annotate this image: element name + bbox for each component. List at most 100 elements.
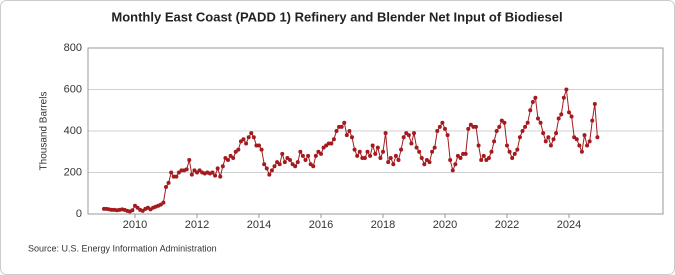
data-point [241, 137, 246, 142]
data-point [536, 116, 540, 121]
data-point [554, 131, 559, 136]
data-point [334, 129, 339, 133]
chart-title: Monthly East Coast (PADD 1) Refinery and… [111, 9, 562, 24]
data-point [463, 151, 468, 156]
data-point [486, 155, 491, 160]
data-point [350, 135, 354, 140]
data-point [579, 149, 584, 154]
x-tick-label: 2012 [185, 219, 209, 231]
data-point [269, 168, 274, 173]
data-point [595, 135, 600, 140]
data-point [494, 129, 499, 133]
data-point [492, 139, 497, 144]
data-point [187, 158, 192, 163]
data-point [246, 135, 251, 140]
data-point [525, 120, 530, 125]
data-point [406, 133, 411, 138]
data-point [288, 158, 292, 163]
data-point [342, 120, 347, 125]
data-point [443, 126, 447, 131]
data-point [378, 155, 383, 160]
data-point [130, 208, 135, 213]
data-point [437, 124, 442, 129]
data-point [476, 143, 481, 148]
data-point [344, 133, 349, 138]
data-point [489, 149, 494, 154]
x-tick-label: 2022 [495, 219, 519, 231]
data-point [435, 129, 440, 133]
data-point [383, 131, 388, 136]
data-point [373, 151, 378, 156]
y-axis-label: Thousand Barrels [39, 92, 50, 171]
data-point [370, 143, 375, 148]
data-point [548, 143, 553, 148]
x-tick-label: 2024 [557, 219, 581, 231]
data-point [249, 131, 254, 136]
data-point [569, 114, 574, 119]
data-point [347, 129, 352, 133]
data-point [313, 153, 318, 158]
data-point [592, 102, 597, 107]
data-point [262, 162, 267, 167]
data-point [567, 110, 571, 115]
y-tick-label: 0 [76, 208, 82, 220]
data-point [220, 164, 225, 169]
data-point [306, 153, 311, 158]
data-point [505, 143, 509, 148]
data-point [481, 153, 486, 158]
data-point [422, 162, 427, 167]
x-tick-label: 2016 [309, 219, 333, 231]
data-point [448, 158, 453, 163]
data-point [226, 158, 230, 163]
data-point [388, 155, 393, 160]
data-point [386, 160, 391, 165]
data-point [329, 141, 334, 146]
data-point [577, 143, 582, 148]
data-point [585, 143, 590, 148]
data-point [218, 174, 223, 179]
data-point [466, 126, 471, 131]
x-tick-label: 2010 [123, 219, 147, 231]
data-point [458, 155, 463, 160]
data-point [393, 153, 398, 158]
data-point [368, 153, 373, 158]
data-point [355, 153, 360, 158]
data-point [510, 155, 515, 160]
data-point [590, 118, 595, 123]
x-tick-label: 2018 [371, 219, 395, 231]
data-point [541, 131, 546, 136]
data-point [272, 164, 277, 169]
y-tick-label: 200 [64, 166, 82, 178]
data-point [331, 137, 336, 142]
data-point [231, 155, 236, 160]
data-point [236, 147, 241, 152]
data-point [357, 149, 362, 154]
data-point [300, 153, 305, 158]
data-point [184, 167, 189, 172]
data-point [497, 124, 502, 129]
data-point [213, 173, 218, 178]
data-point [210, 170, 215, 175]
data-point [551, 137, 556, 142]
y-tick-label: 600 [64, 83, 82, 95]
data-point [267, 172, 272, 177]
data-point [587, 139, 592, 144]
data-point [427, 160, 432, 165]
data-point [166, 180, 171, 185]
data-point [399, 147, 404, 152]
data-point [512, 151, 517, 156]
data-point [530, 99, 535, 104]
data-point [282, 160, 287, 165]
data-point [479, 158, 484, 163]
y-tick-label: 800 [64, 42, 82, 54]
data-point [293, 164, 298, 169]
plot-frame [87, 47, 664, 215]
data-point [339, 124, 344, 129]
data-point [523, 124, 528, 129]
data-point [450, 168, 455, 173]
data-point [546, 135, 551, 140]
data-point [409, 141, 414, 146]
data-point [303, 158, 308, 163]
x-tick-label: 2014 [247, 219, 271, 231]
data-point [574, 137, 579, 142]
